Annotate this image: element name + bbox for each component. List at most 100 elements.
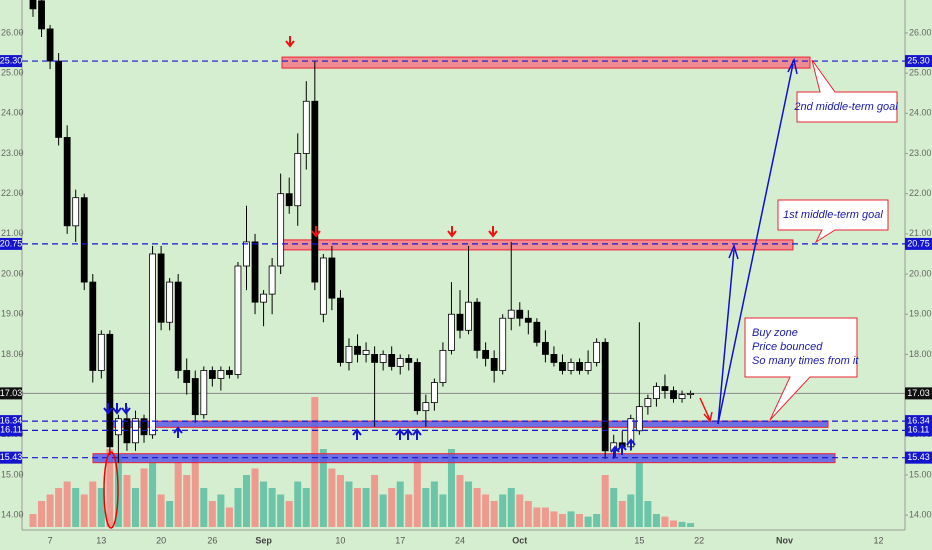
support-zone [109, 420, 829, 428]
resistance-zone [281, 56, 811, 69]
volume-bar [482, 494, 490, 527]
x-tick-label: 10 [335, 535, 345, 545]
volume-bar [183, 475, 191, 527]
level-label-box [905, 237, 932, 250]
volume-bar [687, 523, 695, 527]
signal-arrow [352, 428, 362, 440]
candle-body [362, 349, 370, 355]
volume-bar [225, 507, 233, 527]
projection-line [717, 249, 735, 425]
candle-body [405, 358, 413, 363]
volume-bar [473, 488, 481, 527]
signal-arrow [285, 36, 295, 48]
candle-body [46, 28, 54, 62]
volume-bar [72, 488, 80, 527]
level-label-box [0, 415, 22, 428]
volume-bar [251, 468, 259, 527]
candle-body [29, 0, 37, 10]
candle-body [465, 301, 472, 331]
volume-bar [610, 488, 618, 527]
candle-body [670, 390, 677, 400]
volume-bar [80, 494, 88, 527]
volume-bar [567, 511, 575, 527]
signal-arrow [311, 226, 321, 238]
x-tick-label: Sep [255, 535, 272, 545]
volume-bar [661, 516, 669, 527]
level-label-box [905, 424, 932, 437]
volume-bar [447, 449, 455, 527]
level-label: 25.30 [0, 55, 22, 65]
signal-arrow [173, 426, 183, 438]
volume-bar [157, 494, 165, 527]
volume-bar [260, 481, 268, 527]
candle-body [260, 293, 267, 303]
signal-arrow [103, 403, 113, 415]
volume-bar [678, 521, 686, 527]
volume-bar [422, 488, 430, 527]
level-label: 15.43 [0, 452, 22, 462]
last-price-box [0, 387, 22, 400]
candle-body [550, 354, 558, 363]
signal-arrow [112, 403, 122, 415]
candle-body [285, 193, 293, 207]
volume-bar [140, 468, 148, 527]
y-tick-label: 15.00 [1, 469, 24, 479]
candle-body [80, 197, 88, 283]
annotation: 2nd middle-term goal [793, 101, 898, 113]
candle-body [174, 281, 182, 371]
x-tick-label: 7 [48, 535, 53, 545]
volume-bar [217, 494, 225, 527]
candle-body [302, 100, 310, 154]
level-label: 16.11 [908, 425, 930, 435]
candle-body [115, 418, 122, 436]
level-label: 15.43 [907, 452, 930, 462]
last-price-label: 17.03 [907, 388, 930, 398]
level-label: 25.30 [907, 55, 930, 65]
level-label-box [905, 415, 932, 428]
annotation: 1st middle-term goal [783, 209, 883, 221]
volume-bar [302, 488, 310, 527]
candle-body [226, 370, 233, 375]
x-tick-label: 20 [156, 535, 166, 545]
y-tick-label: 20.00 [909, 268, 932, 278]
candle-body [345, 345, 353, 363]
volume-bar [29, 514, 37, 527]
level-label-box [905, 451, 932, 464]
candle-body [97, 333, 105, 371]
volume-bar [584, 516, 592, 527]
y-tick-label: 24.00 [909, 108, 932, 118]
annotation: Price bounced [752, 341, 823, 353]
last-price-label: 17.03 [0, 388, 22, 398]
volume-bar [174, 462, 182, 527]
volume-bar [456, 475, 464, 527]
volume-bar [319, 449, 327, 527]
level-label: 20.75 [907, 238, 930, 248]
volume-bar [234, 488, 242, 527]
volume-bar [490, 501, 498, 527]
volume-bar [89, 481, 97, 527]
candle-body [601, 341, 609, 452]
candle-body [166, 281, 174, 323]
candle-body [482, 349, 490, 359]
y-tick-label: 21.00 [909, 228, 932, 238]
level-label-box [0, 424, 22, 437]
x-tick-label: 26 [207, 535, 217, 545]
candle-body [183, 370, 191, 383]
x-tick-label: 24 [455, 535, 465, 545]
signal-arrow [617, 443, 627, 455]
volume-bar [371, 475, 379, 527]
candle-body [38, 0, 45, 30]
y-tick-label: 14.00 [1, 510, 24, 520]
volume-bar [635, 462, 643, 527]
signal-arrow [626, 438, 636, 450]
volume-bar [268, 488, 276, 527]
candle-body [277, 193, 285, 267]
volume-bar [46, 494, 54, 527]
signal-arrow [488, 226, 498, 238]
candle-body [559, 362, 566, 371]
level-label: 16.34 [0, 415, 22, 425]
volume-bar [405, 494, 413, 527]
candle-body [635, 406, 643, 432]
candle-body [388, 354, 396, 367]
volume-bar [123, 475, 131, 527]
